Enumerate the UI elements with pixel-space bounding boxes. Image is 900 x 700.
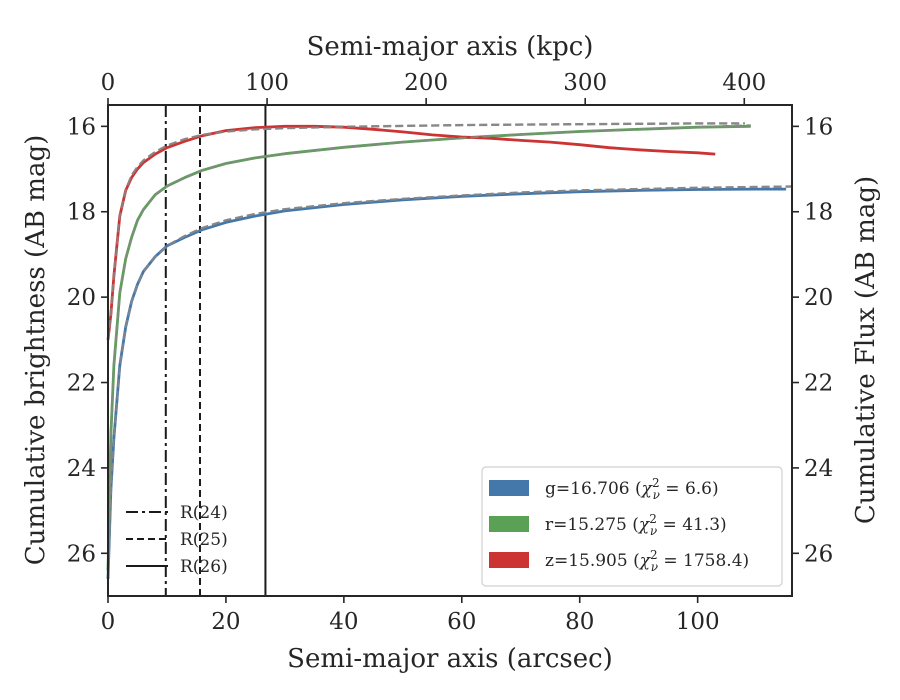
x-tick-label-1: 20 [211,609,240,635]
top-tick-label-3: 300 [563,70,607,96]
top-tick-label-0: 0 [101,70,116,96]
x-tick-label-2: 40 [329,609,358,635]
reference-lines-legend: R(24) R(25) R(26) [126,503,228,577]
series-legend: g=16.706 (χ2 ν = 6.6) r=15.275 (χ2 ν = 41.3… [481,466,783,587]
y-axis-label: Cumulative brightness (AB mag) [21,135,51,566]
right-tick-label-5: 26 [804,541,833,567]
legend-box [481,466,783,587]
top-tick-label-4: 400 [722,70,766,96]
legend-swatch-1 [489,516,529,532]
legend-series-label-0: g=16.706 (χ2 ν = 6.6) [545,476,719,502]
top-axis-ticks: 0 100 200 300 400 [101,70,766,105]
model-overlay-r [107,124,751,571]
top-axis-label: Semi-major axis (kpc) [307,32,594,62]
right-tick-label-4: 24 [804,456,833,482]
reference-lines [164,105,267,596]
x-tick-label-0: 0 [101,609,116,635]
legend-line-label-1: R(25) [180,530,228,550]
top-tick-label-2: 200 [404,70,448,96]
y-axis-ticks: 16 18 20 22 24 26 [67,114,108,567]
right-tick-label-3: 22 [804,371,833,397]
legend-swatch-2 [489,552,529,568]
x-tick-label-5: 100 [676,609,720,635]
legend-swatch-0 [489,480,529,496]
right-tick-label-1: 18 [804,200,833,226]
y-tick-label-2: 20 [67,285,96,311]
model-overlay-z [107,122,745,340]
x-axis-label: Semi-major axis (arcsec) [287,644,613,674]
legend-line-label-2: R(26) [180,557,228,577]
y-tick-label-4: 24 [67,456,96,482]
legend-series-label-2: z=15.905 (χ2 ν = 1758.4) [545,548,749,574]
y-tick-label-0: 16 [67,114,96,140]
right-axis-ticks: 16 18 20 22 24 26 [792,114,833,567]
model-overlay-g [107,185,793,579]
right-axis-label: Cumulative Flux (AB mag) [851,176,881,524]
legend-line-label-0: R(24) [180,503,228,523]
x-axis-ticks: 0 20 40 60 80 100 [101,596,720,635]
right-tick-label-2: 20 [804,285,833,311]
plot-area-frame [107,104,793,597]
x-tick-label-3: 60 [447,609,476,635]
data-series [106,122,793,579]
legend-series-label-1: r=15.275 (χ2 ν = 41.3) [545,512,727,538]
right-tick-label-0: 16 [804,114,833,140]
x-tick-label-4: 80 [565,609,594,635]
y-tick-label-3: 22 [67,371,96,397]
y-tick-label-1: 18 [67,200,96,226]
top-tick-label-1: 100 [245,70,289,96]
y-tick-label-5: 26 [67,541,96,567]
